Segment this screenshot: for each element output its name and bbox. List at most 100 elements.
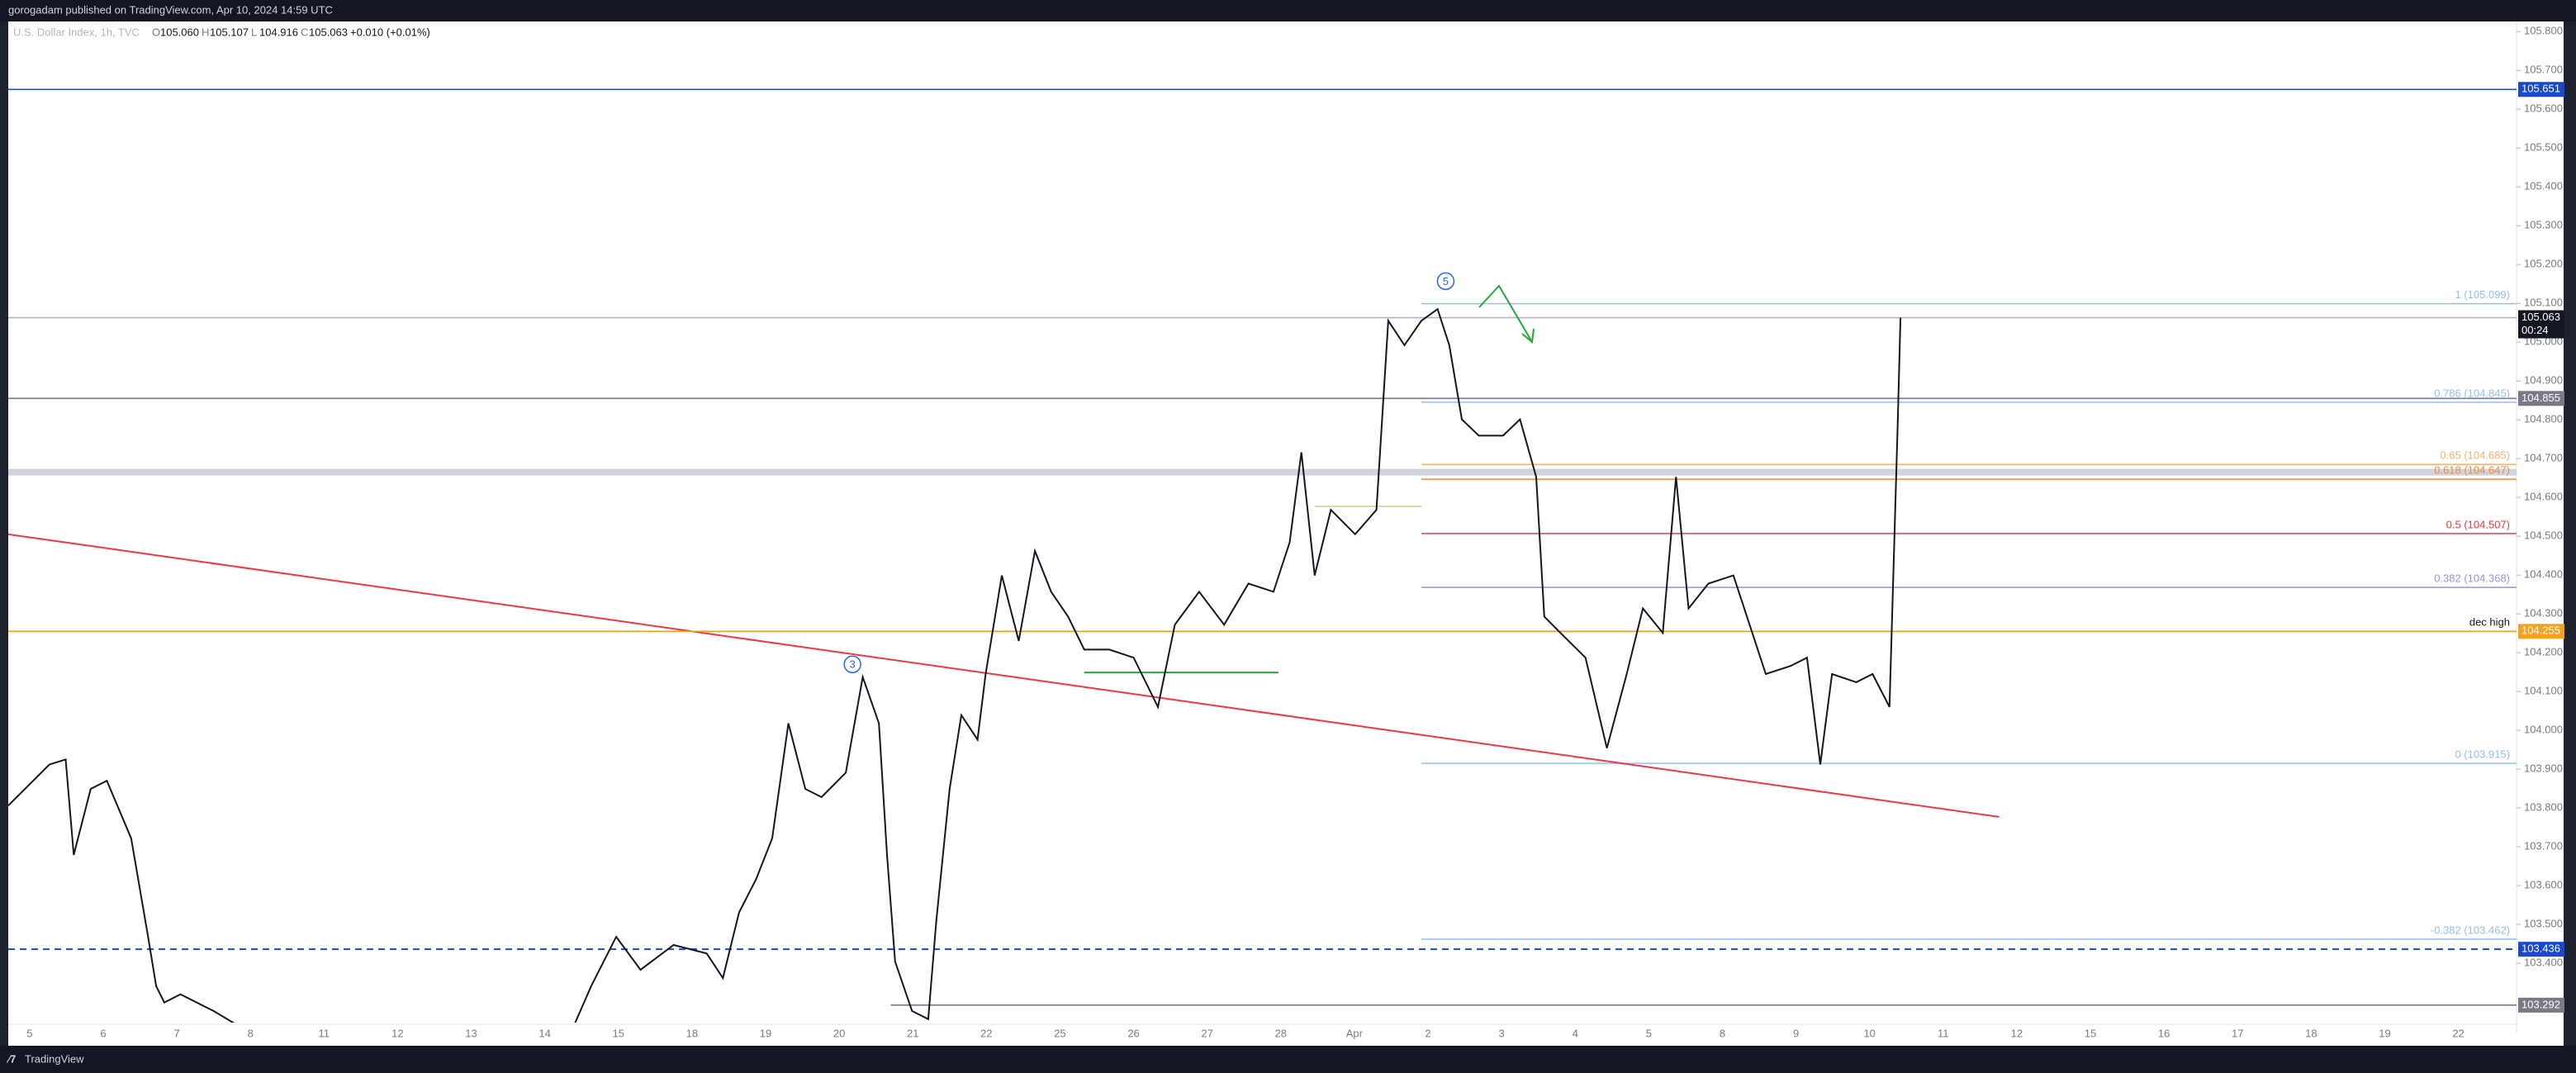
x-tick-label: 5 bbox=[1646, 1027, 1652, 1039]
price-label: 104.255 bbox=[2521, 624, 2560, 637]
legend-text: 105.107 bbox=[210, 26, 249, 38]
price-label: 104.855 bbox=[2521, 392, 2560, 404]
y-tick-label: 104.600 bbox=[2524, 491, 2563, 503]
y-tick-label: 103.400 bbox=[2524, 957, 2563, 969]
x-tick-label: 27 bbox=[1201, 1027, 1212, 1039]
y-tick-label: 103.800 bbox=[2524, 801, 2563, 814]
legend-text: U.S. Dollar Index, 1h, TVC bbox=[13, 26, 140, 38]
fib-label: 0.382 (104.368) bbox=[2434, 572, 2510, 585]
level-note: dec high bbox=[2469, 616, 2510, 629]
y-tick-label: 105.700 bbox=[2524, 64, 2563, 76]
top-bar bbox=[0, 0, 2576, 21]
legend-text: 105.063 bbox=[309, 26, 348, 38]
y-tick-label: 104.400 bbox=[2524, 568, 2563, 581]
x-tick-label: 11 bbox=[319, 1027, 330, 1039]
y-tick-label: 103.500 bbox=[2524, 918, 2563, 930]
y-tick-label: 105.500 bbox=[2524, 141, 2563, 154]
x-tick-label: 12 bbox=[391, 1027, 403, 1039]
x-tick-label: 16 bbox=[2158, 1027, 2170, 1039]
legend-text: +0.010 (+0.01%) bbox=[350, 26, 430, 38]
x-tick-label: 3 bbox=[1499, 1027, 1505, 1039]
price-label: 105.651 bbox=[2521, 83, 2560, 95]
legend-text: O bbox=[152, 26, 160, 38]
x-tick-label: 15 bbox=[613, 1027, 624, 1039]
price-label-bg bbox=[2518, 391, 2564, 406]
y-tick-label: 103.600 bbox=[2524, 879, 2563, 891]
price-label: 103.292 bbox=[2521, 998, 2560, 1010]
y-tick-label: 104.700 bbox=[2524, 452, 2563, 464]
wave-marker bbox=[843, 655, 861, 673]
x-tick-label: 25 bbox=[1054, 1027, 1065, 1039]
y-tick-label: 105.400 bbox=[2524, 180, 2563, 192]
x-tick-label: Apr bbox=[1346, 1027, 1364, 1039]
x-tick-label: 2 bbox=[1425, 1027, 1430, 1039]
brand: TradingView bbox=[25, 1052, 84, 1065]
y-tick-label: 104.200 bbox=[2524, 646, 2563, 658]
y-tick-label: 104.900 bbox=[2524, 374, 2563, 387]
legend: U.S. Dollar Index, 1h, TVC O 105.060 H 105.1… bbox=[13, 26, 430, 38]
price-label: 103.436 bbox=[2521, 942, 2560, 955]
price-label-bg bbox=[2518, 997, 2564, 1013]
price-label-bg bbox=[2518, 624, 2564, 639]
wave-label: 3 bbox=[850, 658, 856, 671]
price-label-bg bbox=[2518, 310, 2564, 339]
fib-label: 0.65 (104.685) bbox=[2440, 449, 2510, 462]
x-tick-label: 22 bbox=[980, 1027, 992, 1039]
x-tick-label: 18 bbox=[686, 1027, 698, 1039]
x-tick-label: 14 bbox=[538, 1027, 550, 1039]
price-label-bg bbox=[2518, 82, 2564, 97]
wave-marker bbox=[1436, 272, 1455, 291]
x-tick-label: 19 bbox=[760, 1027, 771, 1039]
x-tick-label: 13 bbox=[465, 1027, 477, 1039]
y-tick-label: 105.800 bbox=[2524, 25, 2563, 37]
wave-label: 5 bbox=[1443, 275, 1449, 287]
fib-label: 0.786 (104.845) bbox=[2434, 387, 2510, 399]
header-text: gorogadam published on TradingView.com, … bbox=[8, 3, 333, 16]
x-tick-label: 21 bbox=[907, 1027, 918, 1039]
plot bbox=[8, 88, 2517, 1023]
y-tick-label: 103.900 bbox=[2524, 762, 2563, 775]
price-label-bg bbox=[2518, 942, 2564, 957]
y-tick-label: 104.500 bbox=[2524, 529, 2563, 542]
y-tick-label: 104.800 bbox=[2524, 413, 2563, 425]
x-tick-label: 17 bbox=[2232, 1027, 2243, 1039]
x-tick-label: 20 bbox=[833, 1027, 845, 1039]
y-tick-label: 104.000 bbox=[2524, 724, 2563, 736]
legend-text: C bbox=[301, 26, 308, 38]
y-tick-label: 104.100 bbox=[2524, 685, 2563, 697]
drawn-line bbox=[8, 533, 2000, 818]
fib-label: 0 (103.915) bbox=[2455, 748, 2511, 761]
x-tick-label: 26 bbox=[1127, 1027, 1139, 1039]
x-tick-label: 19 bbox=[2379, 1027, 2390, 1039]
x-tick-label: 7 bbox=[173, 1027, 179, 1039]
x-tick-label: 15 bbox=[2085, 1027, 2096, 1039]
fib-label: 0.618 (104.647) bbox=[2434, 464, 2510, 477]
x-tick-label: 10 bbox=[1863, 1027, 1875, 1039]
price-line bbox=[8, 307, 1902, 1023]
legend-text: H bbox=[202, 26, 209, 38]
countdown: 00:24 bbox=[2521, 324, 2549, 336]
x-tick-label: 22 bbox=[2452, 1027, 2464, 1039]
x-tick-label: 9 bbox=[1793, 1027, 1799, 1039]
x-tick-label: 11 bbox=[1938, 1027, 1949, 1039]
fib-label: -0.382 (103.462) bbox=[2431, 923, 2510, 936]
fib-label: 1 (105.099) bbox=[2455, 288, 2511, 301]
legend-text: L bbox=[251, 26, 257, 38]
y-tick-label: 105.200 bbox=[2524, 258, 2563, 270]
y-tick-label: 104.300 bbox=[2524, 607, 2563, 620]
legend-text: 104.916 bbox=[259, 26, 298, 38]
y-tick-label: 105.300 bbox=[2524, 219, 2563, 231]
arrow-drawing bbox=[1478, 284, 1535, 344]
x-tick-label: 18 bbox=[2305, 1027, 2317, 1039]
legend-text: 105.060 bbox=[160, 26, 199, 38]
bottom-bar bbox=[0, 1046, 2576, 1073]
x-tick-label: 4 bbox=[1573, 1027, 1578, 1039]
y-tick-label: 105.100 bbox=[2524, 297, 2563, 309]
y-tick-label: 103.700 bbox=[2524, 840, 2563, 852]
logo-icon: ⁄7 bbox=[6, 1052, 16, 1065]
x-tick-label: 8 bbox=[1720, 1027, 1725, 1039]
y-tick-label: 105.600 bbox=[2524, 102, 2563, 115]
price-label: 105.063 bbox=[2521, 311, 2560, 323]
